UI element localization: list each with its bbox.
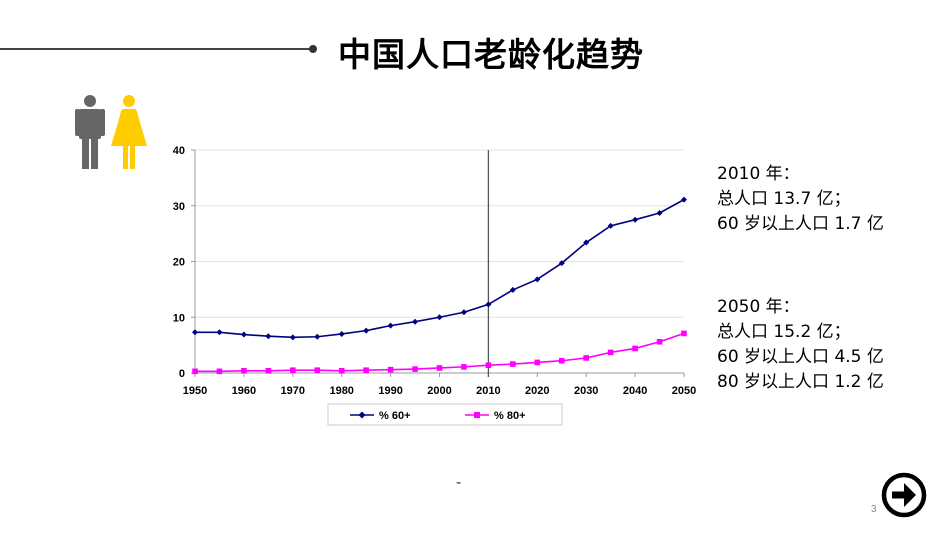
chart-legend: % 60+ % 80+ bbox=[327, 403, 563, 426]
x-tick-label: 1990 bbox=[378, 385, 402, 397]
legend-label-80: % 80+ bbox=[494, 410, 526, 422]
data-point bbox=[314, 333, 321, 340]
data-point bbox=[192, 329, 198, 336]
data-point bbox=[534, 359, 541, 366]
x-tick-label: 2010 bbox=[476, 385, 500, 397]
data-point bbox=[387, 366, 394, 373]
x-tick-label: 2040 bbox=[623, 385, 647, 397]
data-point bbox=[485, 362, 492, 368]
x-tick-label: 1970 bbox=[281, 385, 305, 397]
data-point bbox=[387, 322, 394, 329]
data-point bbox=[510, 361, 516, 367]
note-2010-year: 2010 年： bbox=[717, 164, 800, 184]
chart-grid bbox=[195, 149, 684, 318]
data-point bbox=[460, 309, 467, 316]
female-figure-icon bbox=[111, 95, 147, 169]
data-point bbox=[583, 355, 589, 361]
note-2050-year: 2050 年： bbox=[717, 297, 800, 317]
note-2010-over60: 60 岁以上人口 1.7 亿 bbox=[717, 214, 884, 234]
data-point bbox=[607, 222, 614, 229]
data-point bbox=[265, 367, 272, 374]
legend-marker-80 bbox=[474, 412, 480, 418]
data-point bbox=[509, 286, 516, 293]
note-2050: 2050 年： 总人口 15.2 亿； 60 岁以上人口 4.5 亿 80 岁以… bbox=[717, 295, 884, 395]
legend-marker-60 bbox=[358, 411, 366, 419]
data-point bbox=[412, 318, 419, 325]
x-tick-label: 1950 bbox=[183, 385, 207, 397]
y-tick-label: 40 bbox=[173, 145, 185, 157]
data-point bbox=[681, 330, 687, 337]
data-point bbox=[632, 345, 638, 352]
x-tick-label: 2000 bbox=[427, 385, 451, 397]
page-title: 中国人口老龄化趋势 bbox=[338, 35, 644, 74]
x-tick-label: 1980 bbox=[329, 385, 353, 397]
x-tick-label: 2020 bbox=[525, 385, 549, 397]
title-rule bbox=[0, 48, 312, 50]
data-point bbox=[314, 367, 321, 374]
data-point bbox=[656, 338, 663, 345]
note-2050-over80: 80 岁以上人口 1.2 亿 bbox=[717, 372, 884, 392]
data-point bbox=[412, 366, 418, 372]
data-point bbox=[338, 367, 345, 374]
data-point bbox=[436, 314, 443, 321]
note-2010-total: 总人口 13.7 亿； bbox=[717, 189, 851, 209]
data-point bbox=[363, 367, 369, 374]
data-point bbox=[216, 368, 223, 375]
male-female-figures-icon bbox=[75, 95, 147, 169]
series-0 bbox=[192, 196, 687, 341]
data-point bbox=[534, 276, 541, 283]
data-point bbox=[436, 365, 443, 371]
data-point bbox=[241, 367, 247, 374]
data-point bbox=[583, 239, 590, 246]
x-tick-label: 2030 bbox=[574, 385, 598, 397]
next-arrow-icon[interactable] bbox=[880, 471, 928, 519]
data-point bbox=[485, 301, 492, 308]
data-point bbox=[363, 327, 370, 334]
x-tick-labels: 1950 1960 1970 1980 1990 2000 2010 2020 2030 2040… bbox=[183, 385, 696, 397]
footer-dash: - bbox=[456, 474, 462, 491]
data-point bbox=[558, 357, 565, 364]
data-point bbox=[461, 364, 467, 370]
data-point bbox=[192, 368, 198, 375]
data-point bbox=[656, 209, 663, 216]
page-number: 3 bbox=[871, 504, 877, 515]
legend-box bbox=[327, 403, 563, 426]
y-tick-label: 30 bbox=[173, 201, 185, 213]
y-tick-label: 10 bbox=[173, 312, 185, 324]
series-1 bbox=[192, 330, 687, 375]
title-bullet-dot bbox=[309, 45, 317, 53]
chart-axes bbox=[191, 149, 685, 377]
y-tick-label: 0 bbox=[179, 368, 185, 380]
note-2010: 2010 年： 总人口 13.7 亿； 60 岁以上人口 1.7 亿 bbox=[717, 162, 884, 237]
legend-label-60: % 60+ bbox=[379, 410, 411, 422]
data-point bbox=[632, 216, 639, 223]
data-point bbox=[681, 196, 687, 203]
data-point bbox=[338, 330, 345, 337]
y-tick-labels: 0 10 20 30 40 bbox=[173, 145, 185, 380]
note-2050-total: 总人口 15.2 亿； bbox=[717, 322, 851, 342]
x-tick-label: 1960 bbox=[232, 385, 256, 397]
data-point bbox=[290, 367, 296, 374]
chart-series bbox=[192, 196, 687, 375]
data-point bbox=[240, 331, 247, 338]
data-point bbox=[216, 329, 223, 336]
data-point bbox=[607, 349, 614, 356]
data-point bbox=[289, 334, 296, 341]
y-tick-label: 20 bbox=[173, 257, 185, 269]
data-point bbox=[265, 333, 272, 340]
data-point bbox=[558, 260, 565, 267]
note-2050-over60: 60 岁以上人口 4.5 亿 bbox=[717, 347, 884, 367]
male-figure-icon bbox=[75, 95, 105, 169]
x-tick-label: 2050 bbox=[672, 385, 696, 397]
